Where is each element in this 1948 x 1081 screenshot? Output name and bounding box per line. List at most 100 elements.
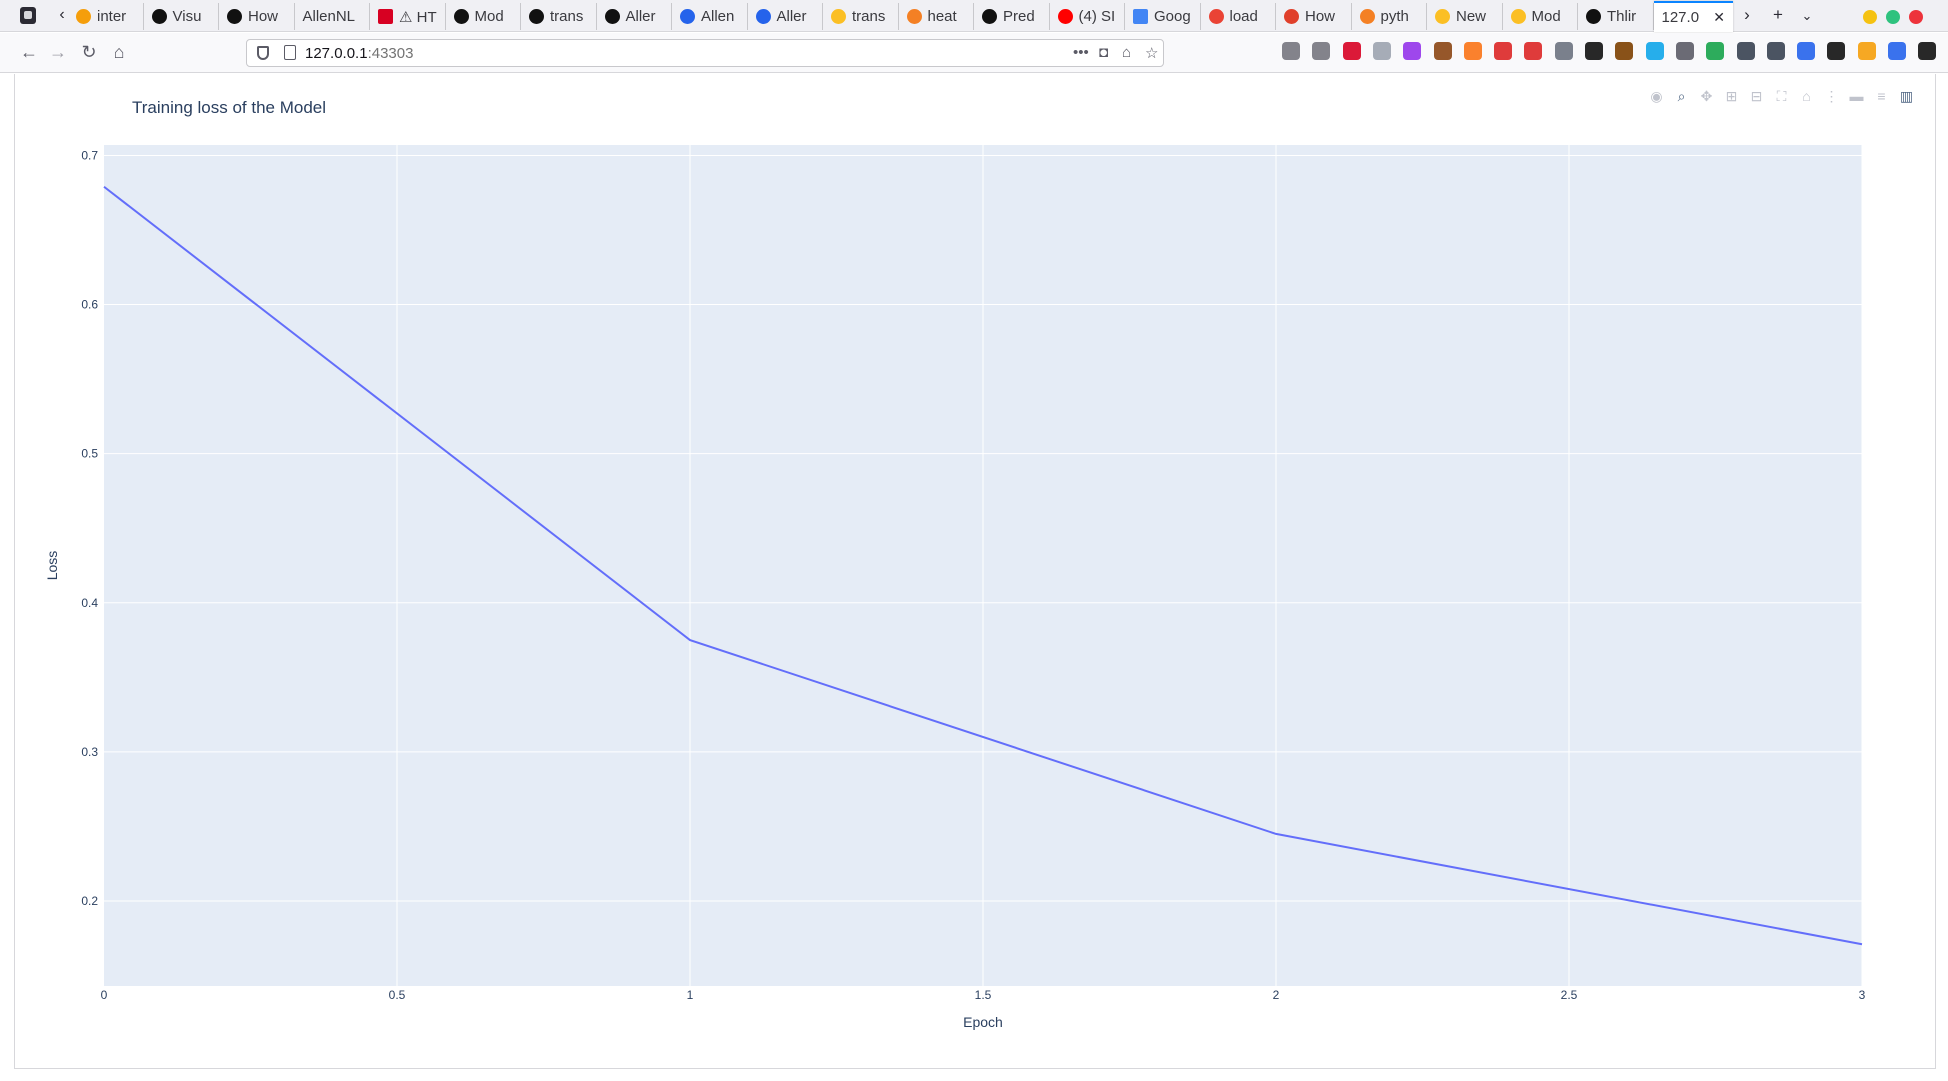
tab-scroll-left-icon[interactable]: ‹ [59, 6, 65, 23]
spike-lines-icon[interactable]: ⋮ [1824, 88, 1839, 104]
zoom-in-icon[interactable]: ⊞ [1725, 88, 1738, 104]
tab-3[interactable]: AllenNL [295, 3, 370, 30]
maximize-button[interactable] [1886, 10, 1900, 24]
tab-19[interactable]: Mod [1503, 3, 1578, 30]
tab-18[interactable]: New [1427, 3, 1503, 30]
tab-8[interactable]: Allen [672, 3, 748, 30]
home-icon[interactable]: ⌂ [113, 42, 125, 62]
tab-21[interactable]: 127.0 ✕ [1653, 1, 1733, 32]
extension-icon[interactable] [1675, 42, 1694, 60]
camera-icon[interactable]: ◉ [1650, 88, 1663, 104]
hugging-face-icon [1510, 9, 1526, 24]
extension-icon[interactable] [1372, 42, 1391, 60]
extension-icon[interactable] [1494, 42, 1513, 60]
hugging-face-icon [831, 9, 846, 24]
tab-label: Thlir [1607, 8, 1637, 25]
extension-icon[interactable] [1888, 42, 1906, 60]
tab-1[interactable]: Visu [144, 3, 219, 30]
library-icon[interactable] [1282, 42, 1300, 60]
github-icon [529, 9, 544, 24]
extension-icon[interactable] [1827, 42, 1846, 60]
tab-label: inter [97, 8, 127, 25]
tab-6[interactable]: trans [521, 3, 597, 30]
reset-axes-icon[interactable]: ⌂ [1802, 88, 1811, 104]
close-window-button[interactable] [1909, 10, 1923, 24]
container-icon[interactable] [20, 7, 36, 24]
line-chart: 0 0.5 1 1.5 2 2.5 3 0.2 0.3 0.4 0.5 0.6 0.7 Epoch Loss [44, 145, 1866, 1030]
x-tick-label: 2.5 [1561, 988, 1578, 1002]
tab-20[interactable]: Thlir [1578, 3, 1654, 30]
ublock-icon[interactable] [1342, 42, 1361, 60]
reload-icon[interactable]: ↻ [81, 42, 97, 62]
url-bar[interactable]: 127.0.0.1:43303 ••• ◘ ⌂ ☆ [246, 39, 1164, 67]
y-tick-label: 0.3 [81, 745, 98, 759]
tab-label: heat [927, 8, 957, 25]
zoom-icon[interactable]: ⌕ [1677, 88, 1686, 104]
flame-favicon [76, 9, 91, 24]
tab-0[interactable]: inter [68, 3, 144, 30]
extension-icon[interactable] [1615, 42, 1634, 60]
x-tick-label: 2 [1273, 988, 1280, 1002]
tab-label: trans [550, 8, 584, 25]
tab-4[interactable]: ⚠ HT [370, 3, 446, 30]
tab-17[interactable]: pyth [1352, 3, 1427, 30]
new-tab-icon[interactable]: + [1773, 5, 1783, 24]
cookie-icon[interactable] [1433, 42, 1452, 60]
extension-icon[interactable] [1585, 42, 1603, 60]
tab-scroll-right-icon[interactable]: › [1744, 5, 1750, 24]
pocket-icon[interactable]: ◘ [1099, 44, 1109, 61]
sidebar-icon[interactable] [1312, 42, 1331, 60]
extension-icon[interactable] [1857, 42, 1876, 60]
home-container-icon[interactable]: ⌂ [1122, 44, 1132, 61]
tab-11[interactable]: heat [899, 3, 974, 30]
tab-label: ⚠ HT [399, 8, 437, 26]
list-all-tabs-icon[interactable]: ⌄ [1801, 8, 1813, 23]
extension-icon[interactable] [1736, 42, 1755, 60]
tab-7[interactable]: Aller [597, 3, 672, 30]
extension-icon[interactable] [1706, 42, 1725, 60]
back-icon[interactable]: ← [20, 42, 38, 62]
extension-icon[interactable] [1797, 42, 1816, 60]
tab-label: 127.0 [1661, 9, 1700, 26]
google-icon [1208, 9, 1224, 24]
stackoverflow-icon [906, 9, 922, 24]
tab-label: Visu [172, 8, 202, 25]
y-tick-label: 0.5 [81, 447, 98, 461]
tab-13[interactable]: (4) SI [1050, 3, 1125, 30]
tab-2[interactable]: How [219, 3, 295, 30]
extension-icon[interactable] [1554, 42, 1573, 60]
tab-12[interactable]: Pred [974, 3, 1050, 30]
bookmark-star-icon[interactable]: ☆ [1145, 45, 1159, 62]
extension-icon[interactable] [1645, 42, 1664, 60]
plotly-logo-icon[interactable]: ▥ [1899, 88, 1914, 104]
url-text[interactable]: 127.0.0.1:43303 [305, 45, 413, 62]
tab-16[interactable]: How [1276, 3, 1352, 30]
hover-compare-icon[interactable]: ≡ [1877, 88, 1886, 104]
tab-9[interactable]: Aller [748, 3, 823, 30]
tab-5[interactable]: Mod [446, 3, 521, 30]
forward-icon[interactable]: → [49, 42, 67, 62]
page-actions-icon[interactable]: ••• [1073, 44, 1089, 61]
url-host: 127.0.0.1 [305, 45, 368, 62]
tab-15[interactable]: load [1201, 3, 1276, 30]
zoom-out-icon[interactable]: ⊟ [1750, 88, 1763, 104]
y-tick-label: 0.6 [81, 298, 98, 312]
page-info-icon[interactable] [284, 45, 296, 60]
minimize-button[interactable] [1863, 10, 1877, 24]
extension-icon[interactable] [1766, 42, 1785, 60]
extension-icon[interactable] [1524, 42, 1543, 60]
x-tick-label: 1.5 [975, 988, 992, 1002]
tab-label: Aller [625, 8, 656, 25]
tab-14[interactable]: Goog [1125, 3, 1201, 30]
extension-icon[interactable] [1918, 42, 1937, 60]
extension-icon[interactable] [1463, 42, 1482, 60]
tab-10[interactable]: trans [823, 3, 899, 30]
notification-icon[interactable] [1403, 42, 1422, 60]
hover-closest-icon[interactable]: ▬ [1849, 88, 1864, 104]
close-tab-icon[interactable]: ✕ [1713, 9, 1725, 25]
y-tick-label: 0.4 [81, 596, 98, 610]
autoscale-icon[interactable]: ⛶ [1776, 88, 1787, 104]
plot-modebar: ◉ ⌕ ✥ ⊞ ⊟ ⛶ ⌂ ⋮ ▬ ≡ ▥ [1648, 88, 1915, 108]
tracking-protection-icon[interactable] [257, 46, 269, 60]
pan-icon[interactable]: ✥ [1700, 88, 1713, 104]
